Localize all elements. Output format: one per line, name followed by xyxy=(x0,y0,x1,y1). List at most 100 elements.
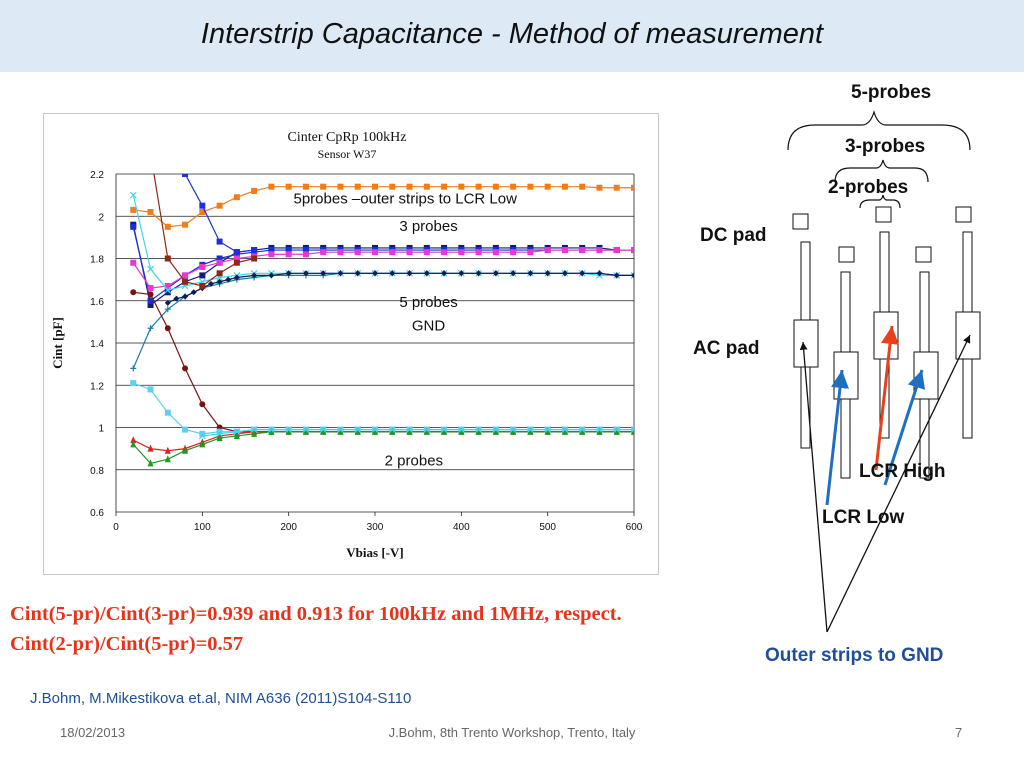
data-point xyxy=(164,409,171,416)
label-outer-gnd: Outer strips to GND xyxy=(765,645,944,666)
data-point xyxy=(251,255,258,262)
data-point xyxy=(561,270,568,277)
data-point xyxy=(337,427,344,435)
data-point xyxy=(207,280,214,287)
data-point xyxy=(423,183,430,190)
data-point xyxy=(233,249,240,256)
data-point xyxy=(475,249,482,256)
series-group xyxy=(129,150,634,467)
data-point xyxy=(182,174,189,177)
data-point xyxy=(130,223,137,230)
data-point xyxy=(147,297,154,304)
data-point xyxy=(579,427,586,435)
data-point xyxy=(441,249,448,256)
data-point xyxy=(372,427,378,435)
data-point xyxy=(173,295,180,302)
data-point xyxy=(165,150,171,156)
data-point xyxy=(337,426,344,434)
data-point xyxy=(268,427,275,435)
data-point xyxy=(130,365,137,372)
data-point xyxy=(147,301,154,308)
data-point xyxy=(406,426,413,434)
data-point xyxy=(527,183,534,190)
data-point xyxy=(509,426,517,434)
data-point xyxy=(544,183,551,190)
slide-title: Interstrip Capacitance - Method of measu… xyxy=(200,18,824,50)
data-point xyxy=(492,249,499,256)
data-point xyxy=(475,270,482,277)
data-point xyxy=(423,270,430,277)
y-tick-label: 1.2 xyxy=(90,381,104,392)
data-point xyxy=(164,289,171,296)
y-tick-label: 0.6 xyxy=(90,508,104,519)
data-point xyxy=(388,426,396,434)
data-point xyxy=(216,238,223,245)
label-dc-pad: DC pad xyxy=(700,225,767,246)
ac-pad-5 xyxy=(955,311,981,360)
data-point xyxy=(561,247,568,254)
data-point xyxy=(389,427,396,435)
data-point xyxy=(596,427,603,435)
data-point xyxy=(182,365,189,372)
label-2probes: 2-probes xyxy=(828,177,909,198)
data-point xyxy=(147,386,154,393)
data-point xyxy=(285,251,292,258)
data-point xyxy=(164,255,171,262)
data-point xyxy=(182,272,189,279)
data-point xyxy=(458,249,465,256)
data-point xyxy=(268,251,275,258)
data-point xyxy=(268,247,275,254)
data-point xyxy=(285,247,292,254)
data-point xyxy=(630,426,634,434)
chart-annotation: 5probes –outer strips to LCR Low xyxy=(293,191,517,208)
data-point xyxy=(596,426,603,434)
chart-annotation: 5 probes xyxy=(399,294,457,311)
data-point xyxy=(302,247,309,254)
ac-pad-3 xyxy=(873,311,899,360)
data-point xyxy=(613,427,620,435)
data-point xyxy=(441,183,448,190)
chart-annotation: 3 probes xyxy=(399,218,457,235)
y-tick-label: 0.8 xyxy=(90,466,104,477)
data-point xyxy=(492,270,499,277)
data-point xyxy=(544,427,551,435)
data-point xyxy=(233,428,241,436)
data-point xyxy=(285,183,292,190)
data-point xyxy=(164,325,171,332)
dc-pad-2 xyxy=(838,246,855,263)
data-point xyxy=(578,426,586,434)
ac-pad-4 xyxy=(913,351,939,400)
data-point xyxy=(389,183,396,190)
data-point xyxy=(164,299,171,306)
reference-citation: J.Bohm, M.Mikestikova et.al, NIM A636 (2… xyxy=(30,690,412,707)
data-point xyxy=(475,427,482,435)
data-point xyxy=(320,249,327,256)
data-point xyxy=(199,282,206,289)
data-point xyxy=(492,426,500,434)
data-point xyxy=(457,426,465,434)
x-tick-label: 100 xyxy=(194,522,211,533)
data-point xyxy=(561,426,569,434)
data-point xyxy=(372,270,378,277)
data-point xyxy=(579,247,586,254)
data-point xyxy=(510,249,517,256)
data-point xyxy=(561,427,568,435)
data-point xyxy=(492,427,499,435)
data-point xyxy=(406,427,413,435)
data-point xyxy=(544,247,551,254)
y-axis-label: Cint [pF] xyxy=(50,317,65,369)
data-point xyxy=(406,270,413,277)
lcr-low-arrow-1 xyxy=(825,369,849,506)
data-point xyxy=(544,270,551,277)
series-line-13 xyxy=(202,429,634,437)
data-point xyxy=(527,270,534,277)
data-point xyxy=(320,183,327,190)
data-point xyxy=(475,183,482,190)
footer-page-number: 7 xyxy=(955,725,963,740)
data-point xyxy=(130,206,137,213)
data-point xyxy=(510,183,517,190)
data-point xyxy=(130,440,137,448)
data-point xyxy=(579,270,586,277)
data-point xyxy=(182,446,189,454)
